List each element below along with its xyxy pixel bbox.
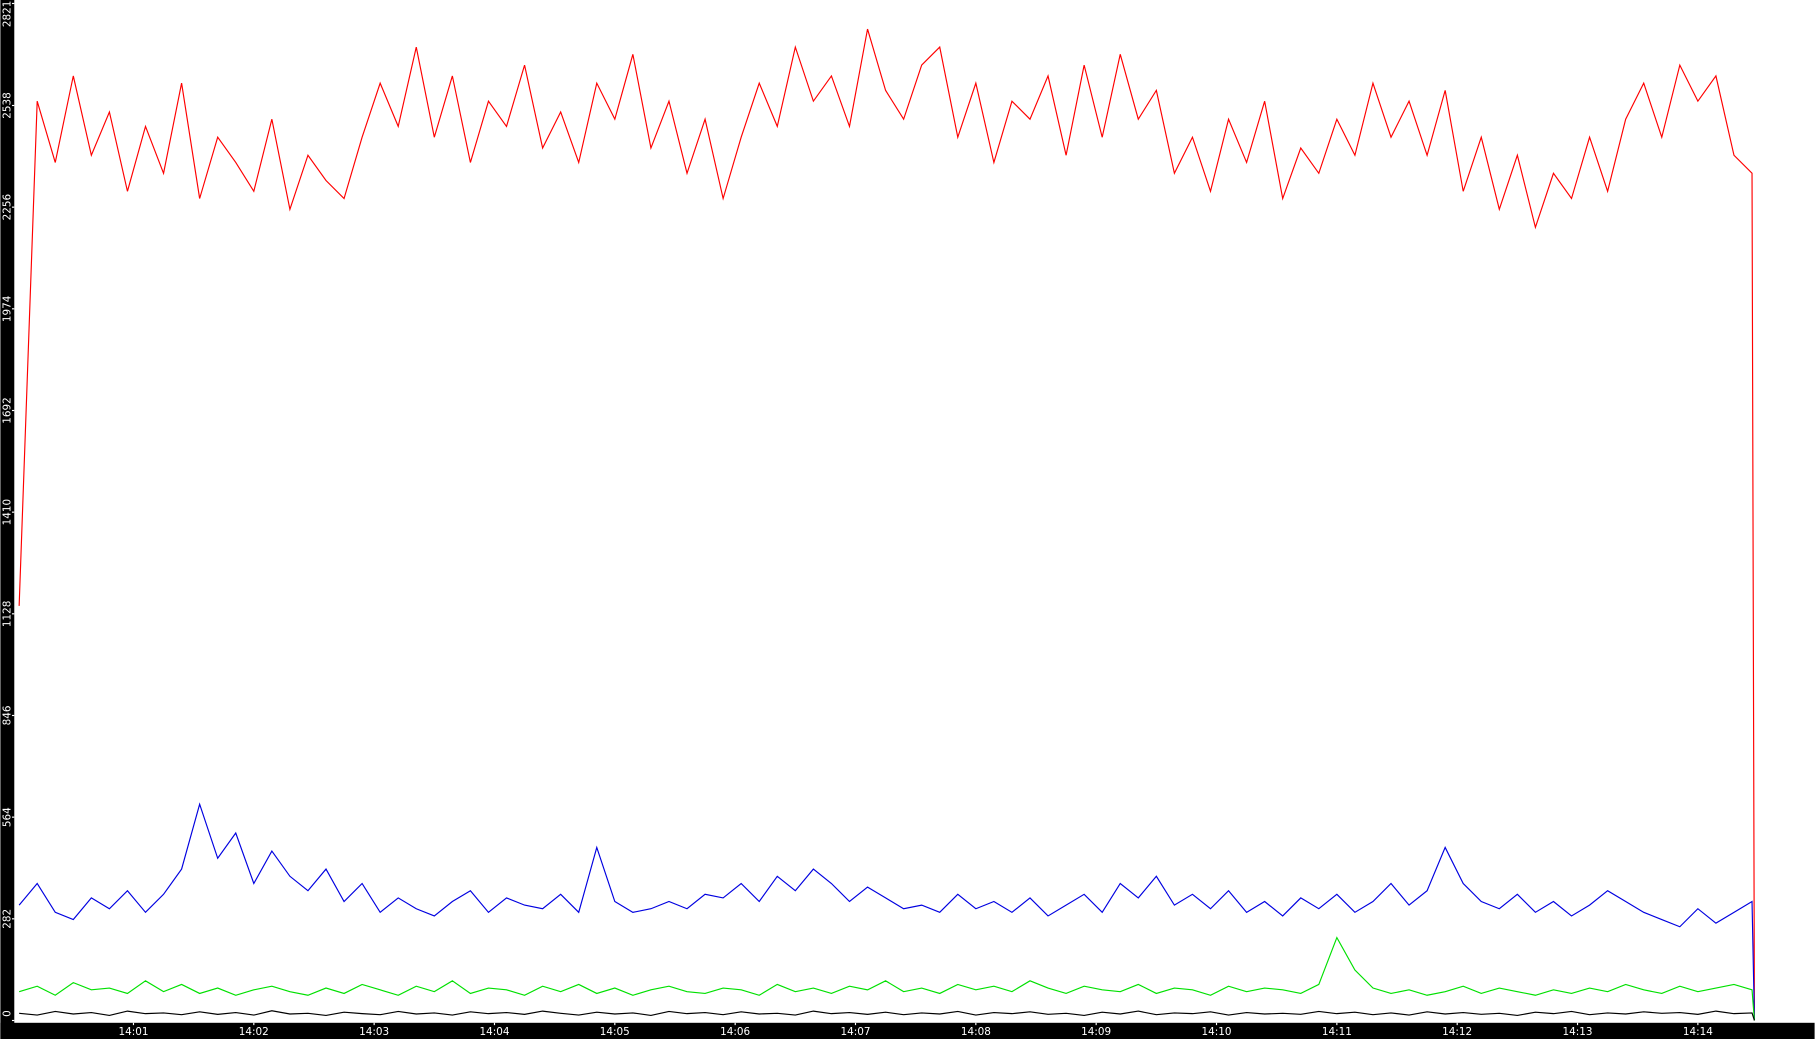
y-axis-strip (0, 0, 15, 1039)
y-tick-label: 1410 (1, 499, 13, 525)
y-tick-label: 282 (1, 909, 13, 929)
x-tick-label: 14:03 (359, 1026, 389, 1038)
series-line (18, 802, 1756, 1021)
x-tick-label: 14:05 (600, 1026, 630, 1038)
y-tick-label: 564 (1, 807, 13, 827)
x-tick-label: 14:07 (840, 1026, 870, 1038)
x-tick-label: 14:12 (1442, 1026, 1472, 1038)
x-tick-label: 14:04 (479, 1026, 509, 1038)
x-tick-label: 14:14 (1683, 1026, 1713, 1038)
x-tick-label: 14:08 (961, 1026, 991, 1038)
y-tick-label: 1128 (1, 601, 13, 627)
series-line (19, 1010, 1755, 1021)
x-tick-label: 14:06 (720, 1026, 750, 1038)
x-tick-label: 14:02 (239, 1026, 269, 1038)
y-tick-label: 1692 (1, 397, 13, 423)
x-tick-label: 14:11 (1322, 1026, 1352, 1038)
x-tick-label: 14:13 (1563, 1026, 1593, 1038)
x-tick-label: 14:09 (1081, 1026, 1111, 1038)
y-tick-label: 2538 (1, 92, 13, 118)
series-line (18, 28, 1756, 1021)
series-line (18, 936, 1756, 1021)
y-tick-label: 1974 (1, 295, 13, 322)
y-tick-label: 2256 (1, 194, 13, 220)
x-axis-strip (0, 1022, 1815, 1039)
x-tick-label: 14:01 (118, 1026, 148, 1038)
y-tick-label: 0 (1, 1010, 13, 1017)
y-tick-label: 846 (1, 706, 13, 726)
x-tick-label: 14:10 (1202, 1026, 1232, 1038)
y-tick-label: 2821 (1, 1, 13, 27)
